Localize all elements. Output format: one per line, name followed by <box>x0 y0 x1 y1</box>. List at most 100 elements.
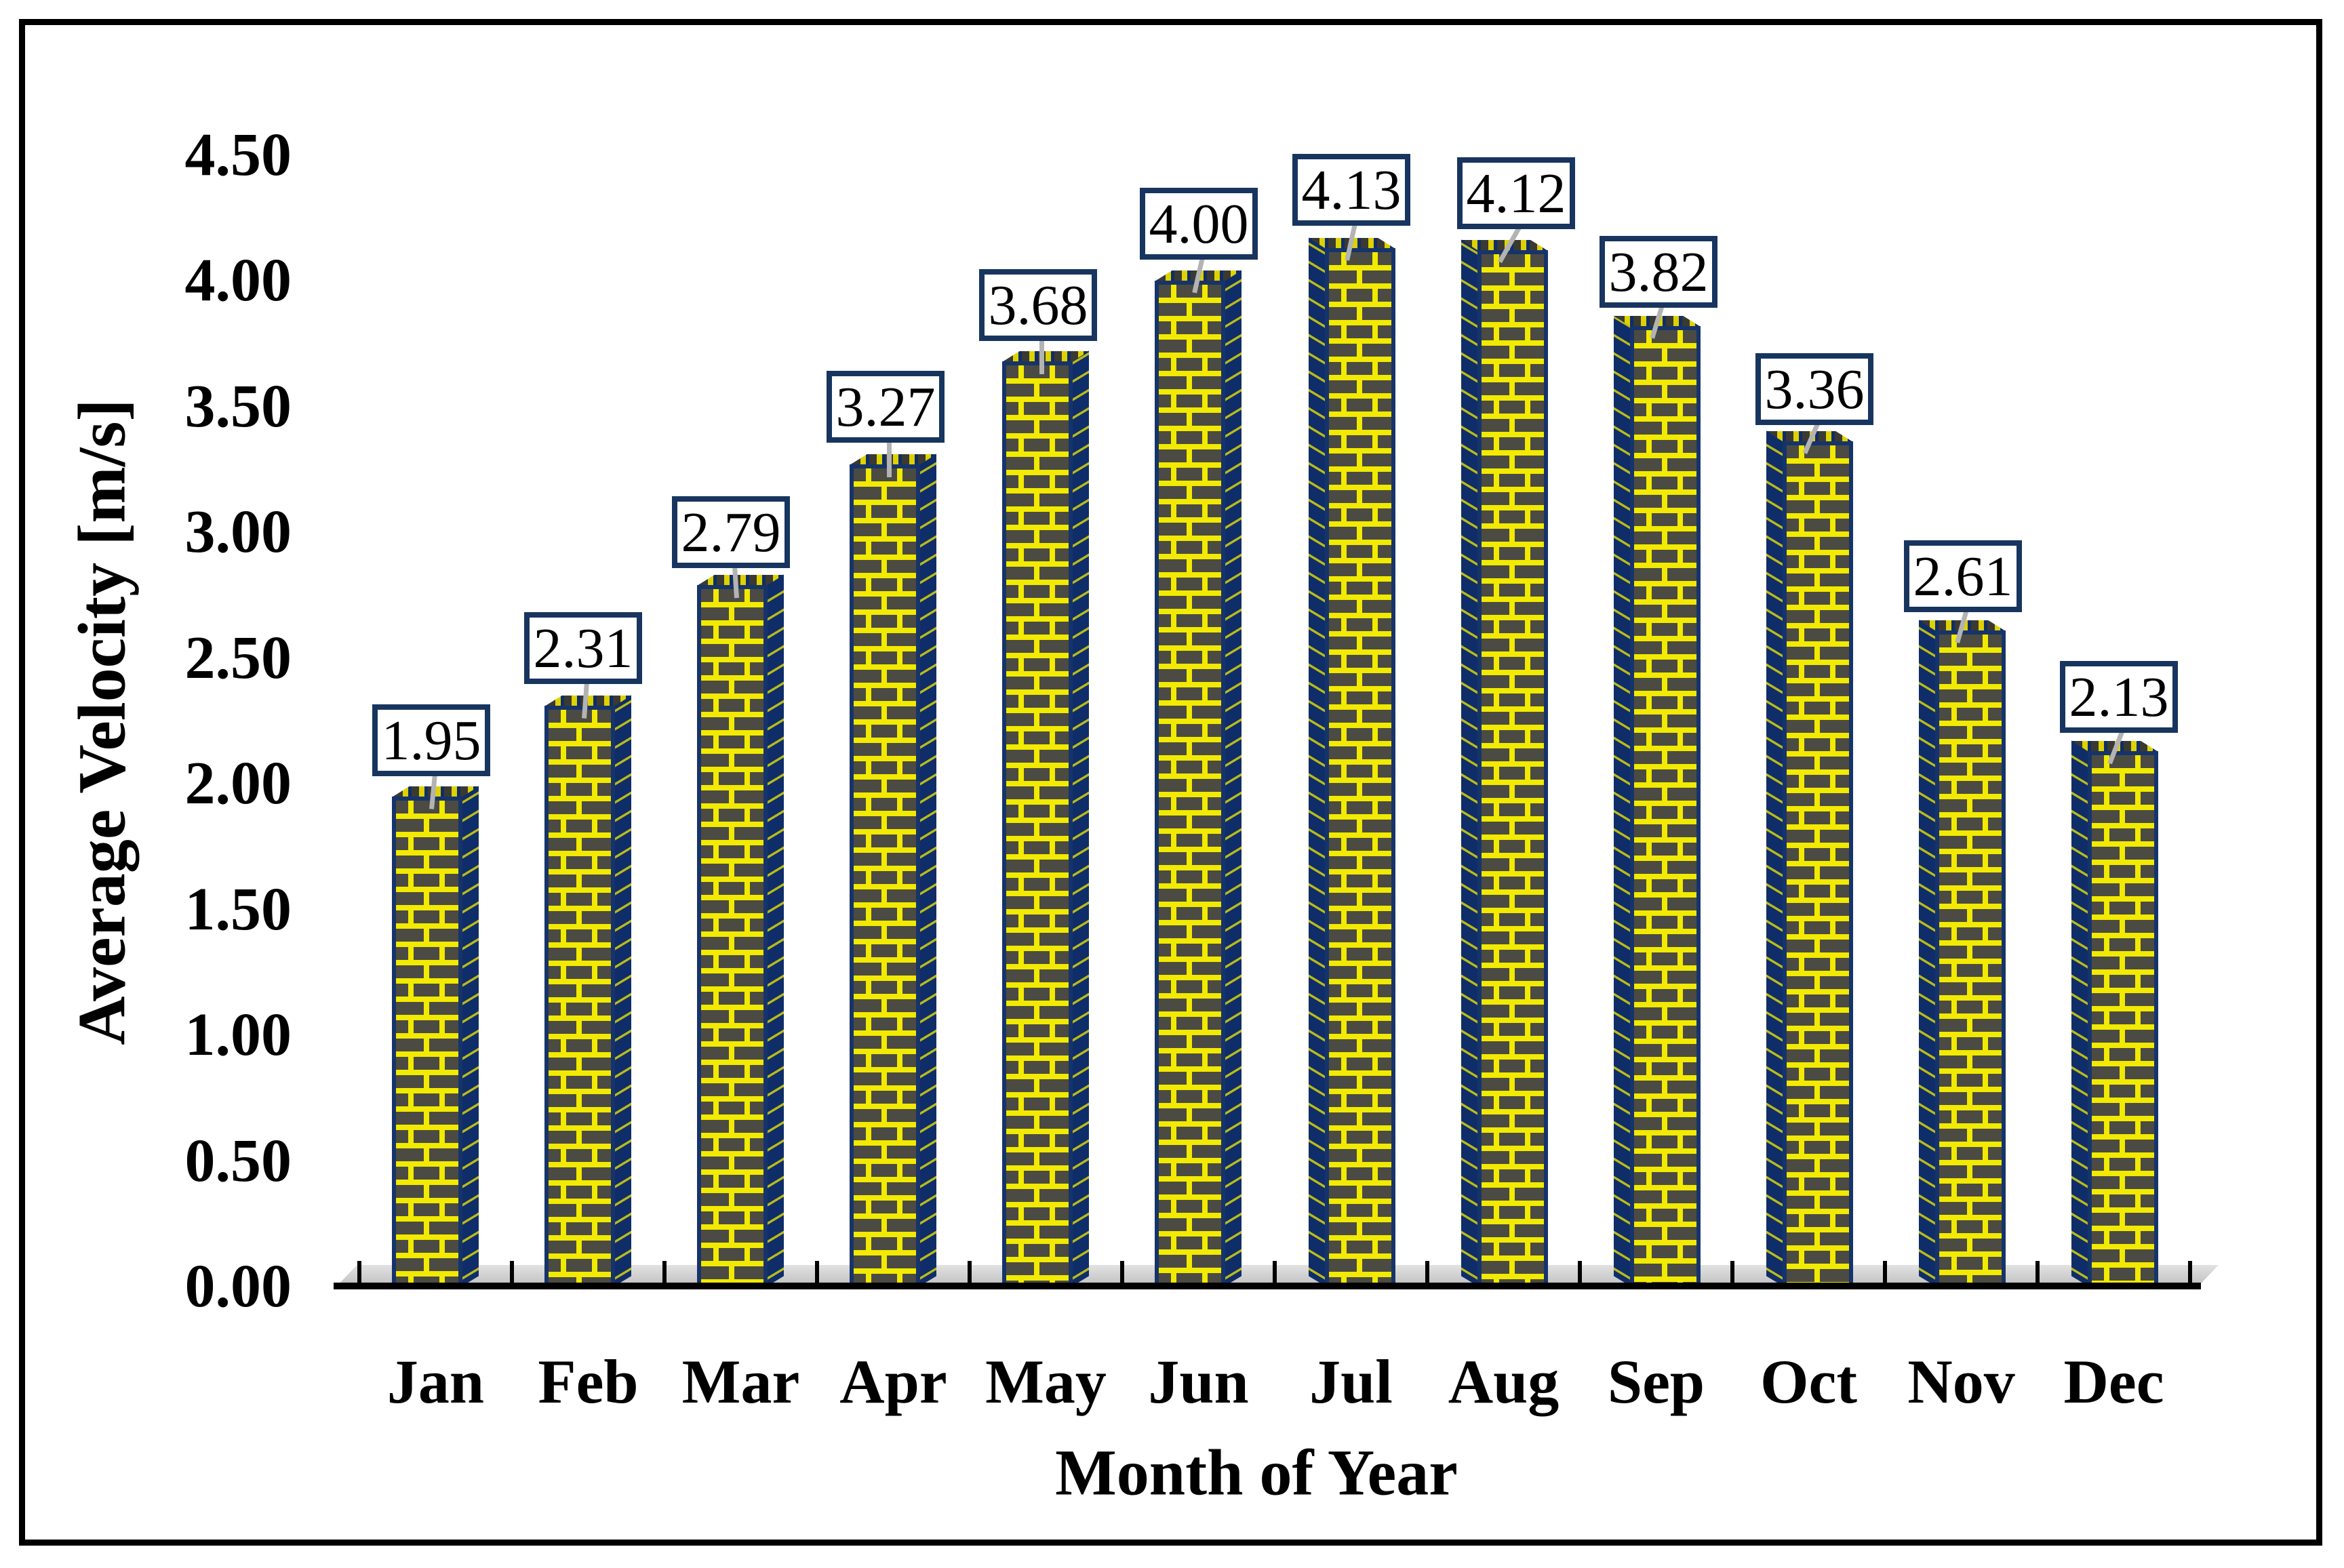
brick-joint <box>1494 693 1499 712</box>
brick-joint <box>1814 903 1820 921</box>
brick-joint <box>1525 657 1530 675</box>
brick-joint <box>1509 1224 1515 1243</box>
brick-joint <box>1494 657 1499 675</box>
brick-row <box>1634 1135 1696 1154</box>
x-axis-category-label: Oct <box>1760 1347 1858 1416</box>
brick-joint <box>1050 695 1055 713</box>
brick-joint <box>1187 449 1192 468</box>
brick-joint <box>2120 993 2125 1011</box>
brick-row <box>1787 921 1849 940</box>
brick-joint <box>1983 635 1988 653</box>
brick-row <box>1634 696 1696 715</box>
brick-joint <box>1034 786 1039 805</box>
brick-joint <box>713 626 719 644</box>
brick-row <box>701 589 763 607</box>
data-label-value: 3.82 <box>1608 240 1709 304</box>
brick-row <box>1329 728 1391 746</box>
x-axis-tick-mark <box>1273 1261 1277 1285</box>
brick-row <box>1787 665 1849 683</box>
brick-row <box>1006 420 1069 439</box>
brick-row <box>1939 799 2002 818</box>
brick-row <box>549 1222 611 1241</box>
brick-joint <box>1677 623 1683 641</box>
brick-joint <box>897 578 902 597</box>
brick-row <box>1159 285 1221 303</box>
brick-row <box>1634 806 1696 824</box>
brick-row <box>1329 582 1391 600</box>
brick-row <box>1939 1239 2002 1257</box>
brick-row <box>1482 657 1544 675</box>
brick-joint <box>1034 1226 1039 1244</box>
brick-joint <box>1050 841 1055 860</box>
brick-joint <box>1494 401 1499 419</box>
brick-joint <box>1202 724 1208 742</box>
brick-row <box>1006 640 1069 658</box>
data-label-value: 3.27 <box>835 375 936 439</box>
brick-joint <box>439 1093 445 1112</box>
brick-row <box>1159 395 1221 413</box>
x-axis-category-label: Feb <box>538 1347 639 1416</box>
brick-row <box>854 1036 916 1054</box>
brick-joint <box>1814 1013 1820 1031</box>
brick-row <box>1329 399 1391 417</box>
brick-row <box>1482 529 1544 547</box>
brick-joint <box>2135 1268 2141 1283</box>
brick-row <box>854 999 916 1018</box>
brick-joint <box>1509 712 1515 730</box>
brick-row <box>1006 768 1069 786</box>
brick-row <box>549 1241 611 1259</box>
brick-joint <box>897 871 902 889</box>
brick-joint <box>2120 847 2125 865</box>
brick-joint <box>1951 1074 1957 1092</box>
brick-joint <box>1494 620 1499 639</box>
x-axis-category-label: Jul <box>1309 1347 1393 1416</box>
brick-joint <box>1171 724 1176 742</box>
brick-row <box>1159 1035 1221 1053</box>
brick-row <box>701 973 763 992</box>
brick-row <box>1939 1092 2002 1110</box>
brick-joint <box>2135 828 2141 847</box>
brick-row <box>1006 786 1069 805</box>
brick-joint <box>881 487 887 505</box>
brick-joint <box>1372 875 1378 893</box>
brick-row <box>1482 456 1544 474</box>
brick-joint <box>1050 914 1055 933</box>
brick-joint <box>881 853 887 871</box>
x-axis-tick-mark <box>2188 1261 2192 1285</box>
brick-joint <box>1662 1190 1667 1209</box>
brick-joint <box>408 1093 414 1112</box>
brick-row <box>1634 1044 1696 1062</box>
brick-row <box>1159 1200 1221 1218</box>
brick-joint <box>1799 1214 1804 1232</box>
brick-row <box>854 1274 916 1283</box>
brick-joint <box>1357 600 1362 618</box>
brick-joint <box>1034 457 1039 475</box>
brick-row <box>1939 1202 2002 1220</box>
brick-joint <box>1509 822 1515 840</box>
brick-row <box>2092 938 2154 957</box>
brick-row <box>2092 1066 2154 1085</box>
brick-joint <box>424 1039 429 1057</box>
brick-joint <box>1187 523 1192 541</box>
brick-row <box>1482 327 1544 346</box>
brick-joint <box>2120 1066 2125 1085</box>
brick-row <box>1159 1237 1221 1255</box>
brick-row <box>1006 384 1069 402</box>
brick-row <box>1787 1232 1849 1251</box>
brick-joint <box>897 1091 902 1109</box>
data-label-value: 2.61 <box>1913 544 2013 608</box>
brick-row <box>1634 550 1696 568</box>
brick-joint <box>592 856 597 875</box>
brick-joint <box>592 1222 597 1241</box>
brick-row <box>1006 823 1069 841</box>
brick-row <box>1006 1152 1069 1171</box>
brick-joint <box>744 1138 750 1157</box>
brick-joint <box>744 809 750 827</box>
brick-joint <box>1202 1200 1208 1218</box>
brick-joint <box>881 926 887 944</box>
brick-joint <box>1050 951 1055 969</box>
brick-row <box>701 736 763 754</box>
brick-row <box>1939 818 2002 836</box>
brick-joint <box>2104 1158 2109 1176</box>
brick-row <box>1329 472 1391 490</box>
